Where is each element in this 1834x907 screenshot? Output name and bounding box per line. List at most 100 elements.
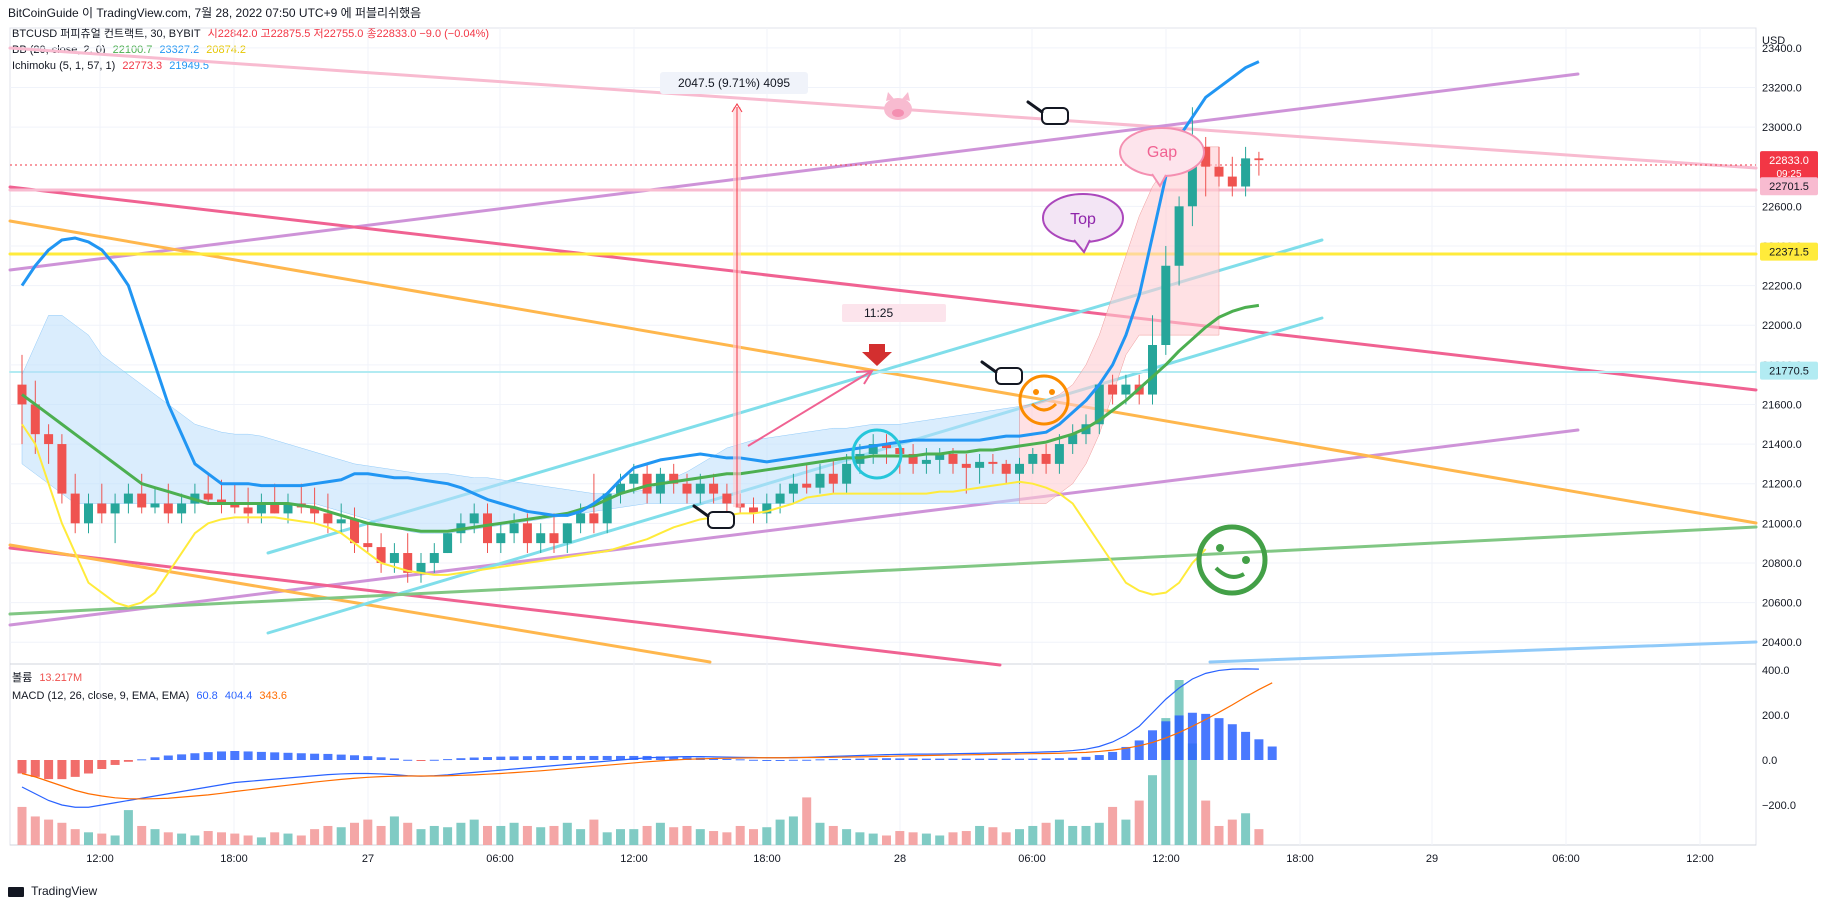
candle-body <box>988 461 998 464</box>
candle <box>802 463 812 494</box>
candle <box>350 507 359 554</box>
volume-bar <box>1041 822 1051 845</box>
macd-hist-bar <box>961 758 971 760</box>
candle <box>935 448 945 474</box>
chart-canvas[interactable]: 23400.023200.023000.022600.022400.022200… <box>0 0 1834 880</box>
candle-body <box>123 493 133 504</box>
candle-body <box>589 513 599 524</box>
candle-body <box>1041 453 1051 464</box>
volume-bar <box>642 825 652 845</box>
hand-finger <box>692 504 710 518</box>
orange-lower-line <box>8 543 712 664</box>
legend-symbol[interactable]: BTCUSD 퍼피츄얼 컨트랙트, 30, BYBIT <box>12 28 201 40</box>
candle <box>203 473 213 504</box>
volume-bar <box>908 832 918 845</box>
candle-body <box>203 493 213 500</box>
pig-icon <box>884 92 912 120</box>
candle-body <box>722 493 732 504</box>
volume-bar <box>562 822 572 845</box>
candle-body <box>549 533 559 544</box>
volume-bar <box>682 825 692 845</box>
macd-tick-label: 200.0 <box>1762 710 1790 722</box>
candle <box>536 523 546 554</box>
candle-body <box>469 513 479 524</box>
candle <box>429 543 439 573</box>
macd-hist-bar <box>389 758 399 760</box>
legend-ichimoku-row[interactable]: Ichimoku (5, 1, 57, 1) 22773.3 21949.5 <box>12 58 213 74</box>
time-tick-label: 27 <box>362 853 374 865</box>
candle-body <box>163 503 173 514</box>
candle <box>1227 156 1237 197</box>
legend-bb-lower: 20874.2 <box>206 44 247 56</box>
macd-hist-bar <box>669 756 679 760</box>
candle <box>788 473 798 504</box>
macd-hist-bar <box>988 758 998 760</box>
hand-finger <box>1026 100 1044 114</box>
macd-hist-bar <box>97 760 107 769</box>
candle-body <box>1254 158 1264 161</box>
candle-body <box>709 483 719 494</box>
bb-basis-line <box>21 303 1260 533</box>
volume-bar <box>735 825 745 845</box>
volume-bar <box>895 831 905 845</box>
macd-hist-bar <box>682 757 692 760</box>
candle <box>403 533 413 583</box>
legend-volume-row[interactable]: 볼륨 13.217M <box>12 670 86 686</box>
candle <box>1001 459 1011 484</box>
macd-hist-bar <box>1121 746 1131 760</box>
macd-hist-bar <box>1214 718 1224 760</box>
volume-bar <box>416 829 426 845</box>
volume-bar <box>842 829 852 845</box>
volume-bar <box>70 829 80 845</box>
macd-hist-bar <box>842 758 852 760</box>
volume-bar <box>1068 825 1078 845</box>
candle <box>443 533 453 554</box>
legend-volume-label: 볼륨 <box>12 672 33 684</box>
volume-bar <box>30 816 40 845</box>
price-tag-bg <box>1760 361 1818 380</box>
red-arrow-line <box>747 371 871 447</box>
footer-brand[interactable]: TradingView <box>8 880 97 902</box>
candle <box>1054 434 1064 474</box>
dizzy-face <box>1196 524 1268 596</box>
macd-hist-bar <box>802 759 812 761</box>
macd-hist-bar <box>1241 731 1251 760</box>
macd-hist-bar <box>895 758 905 760</box>
candle-body <box>908 453 918 464</box>
candle-body <box>775 493 785 504</box>
volume-bar <box>1094 822 1104 845</box>
macd-hist-bar <box>509 756 519 760</box>
macd-hist-bar <box>749 759 758 761</box>
measure-label-bg <box>660 72 808 94</box>
volume-bar <box>350 822 359 845</box>
candle-body <box>389 553 399 563</box>
legend-macd-row[interactable]: MACD (12, 26, close, 9, EMA, EMA) 60.8 4… <box>12 688 291 704</box>
candle <box>57 434 67 504</box>
candle-body <box>935 453 945 460</box>
time-tick-label: 28 <box>894 853 906 865</box>
legend-volume-value: 13.217M <box>39 672 83 684</box>
candle-body <box>576 513 586 524</box>
candle-body <box>1054 444 1064 464</box>
macd-hist-bar <box>323 753 333 760</box>
candle-body <box>150 503 160 508</box>
price-tick-label: 22200.0 <box>1762 281 1802 293</box>
pig-ear <box>902 92 910 101</box>
bb-upper-line <box>20 60 1260 517</box>
legend-ichimoku-label: Ichimoku (5, 1, 57, 1) <box>12 60 116 72</box>
volume-bar <box>1187 743 1197 845</box>
candle <box>722 483 732 514</box>
candle <box>669 463 679 494</box>
candle-body <box>376 547 386 563</box>
candle-body <box>443 533 453 554</box>
candle-body <box>403 553 413 573</box>
time-tick-label: 29 <box>1426 853 1438 865</box>
candle <box>549 513 559 554</box>
volume-bar <box>150 829 160 845</box>
macd-hist-bar <box>243 751 253 760</box>
macd-hist-bar <box>1174 715 1184 760</box>
volume-bar <box>163 832 173 845</box>
volume-bar <box>1081 825 1091 845</box>
price-tag: 22833.0 09:25 <box>1760 151 1818 182</box>
macd-hist-bar <box>709 758 719 760</box>
